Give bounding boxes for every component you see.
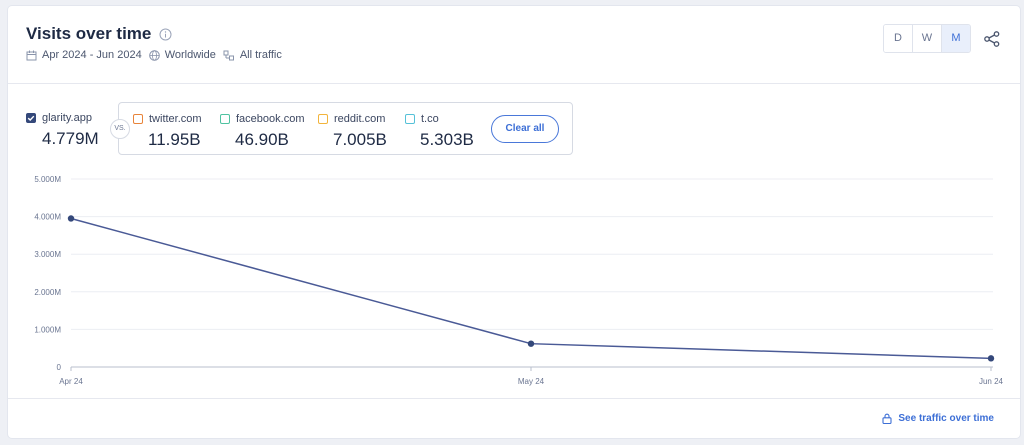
region-label: Worldwide	[164, 49, 216, 61]
visits-line-chart: 0 1.000M 2.000M 3.000M 4.000M 5.000M Apr 24 Ma…	[34, 175, 1004, 386]
globe-icon	[148, 49, 160, 61]
share-icon[interactable]	[984, 31, 1000, 47]
competitor-reddit[interactable]: reddit.com 7.005B	[318, 113, 387, 150]
visits-over-time-card: Visits over time Apr 2024 - Jun 2024	[8, 6, 1020, 438]
competitor-value: 46.90B	[235, 130, 289, 149]
series-line	[70, 217, 992, 360]
data-point	[987, 355, 995, 362]
y-tick-label: 1.000M	[34, 325, 61, 334]
granularity-week-button[interactable]: W	[913, 25, 942, 52]
granularity-day-button[interactable]: D	[884, 25, 913, 52]
competitor-checkbox[interactable]	[405, 114, 415, 124]
competitor-facebook[interactable]: facebook.com 46.90B	[220, 113, 304, 150]
traffic-source-icon	[223, 50, 234, 60]
y-tick-label: 5.000M	[34, 175, 61, 184]
primary-site-value: 4.779M	[42, 129, 99, 148]
chart-series	[67, 215, 995, 362]
checkmark-icon	[27, 115, 35, 121]
primary-site-name: glarity.app	[42, 112, 92, 124]
competitor-value: 11.95B	[148, 130, 201, 149]
primary-site-checkbox[interactable]	[26, 113, 36, 123]
competitor-tco[interactable]: t.co 5.303B	[405, 113, 474, 150]
card-footer: See traffic over time	[8, 398, 1020, 439]
y-axis-ticks: 0 1.000M 2.000M 3.000M 4.000M 5.000M	[34, 175, 61, 372]
calendar-icon	[26, 50, 37, 60]
y-tick-label: 0	[57, 363, 62, 372]
card-title: Visits over time	[26, 24, 152, 43]
x-tick-label: Jun 24	[979, 377, 1004, 386]
competitor-checkbox[interactable]	[220, 114, 230, 124]
competitor-name: facebook.com	[236, 113, 305, 125]
competitor-checkbox[interactable]	[133, 114, 143, 124]
competitors-box: twitter.com 11.95B facebook.com 46.90B r…	[118, 102, 573, 155]
competitor-name: t.co	[421, 113, 439, 125]
competitor-value: 7.005B	[333, 130, 387, 149]
card-header: Visits over time Apr 2024 - Jun 2024	[8, 6, 1020, 84]
y-tick-label: 4.000M	[34, 213, 61, 222]
date-range[interactable]: Apr 2024 - Jun 2024	[26, 49, 142, 61]
date-range-label: Apr 2024 - Jun 2024	[42, 49, 142, 61]
competitor-value: 5.303B	[420, 130, 474, 149]
traffic-selector[interactable]: All traffic	[223, 49, 282, 61]
x-tick-label: Apr 24	[59, 377, 83, 386]
y-tick-label: 3.000M	[34, 250, 61, 259]
x-axis: Apr 24 May 24 Jun 24	[59, 366, 1004, 386]
competitor-twitter[interactable]: twitter.com 11.95B	[133, 113, 202, 150]
x-tick-label: May 24	[518, 377, 545, 386]
competitor-name: twitter.com	[149, 113, 202, 125]
y-tick-label: 2.000M	[34, 288, 61, 297]
lock-icon	[882, 413, 892, 424]
competitor-checkbox[interactable]	[318, 114, 328, 124]
granularity-month-button[interactable]: M	[942, 25, 970, 52]
competitor-name: reddit.com	[334, 113, 386, 125]
clear-all-button[interactable]: Clear all	[491, 115, 559, 143]
region-selector[interactable]: Worldwide	[148, 49, 216, 61]
see-traffic-label: See traffic over time	[898, 413, 994, 424]
chart-grid	[71, 178, 993, 330]
data-point	[67, 215, 75, 222]
data-point	[527, 340, 535, 347]
traffic-label: All traffic	[239, 49, 282, 61]
granularity-toggle: D W M	[883, 24, 971, 53]
primary-site: glarity.app 4.779M	[26, 112, 99, 149]
see-traffic-link[interactable]: See traffic over time	[882, 413, 994, 424]
info-icon[interactable]	[159, 28, 172, 41]
vs-badge: VS.	[110, 119, 130, 139]
